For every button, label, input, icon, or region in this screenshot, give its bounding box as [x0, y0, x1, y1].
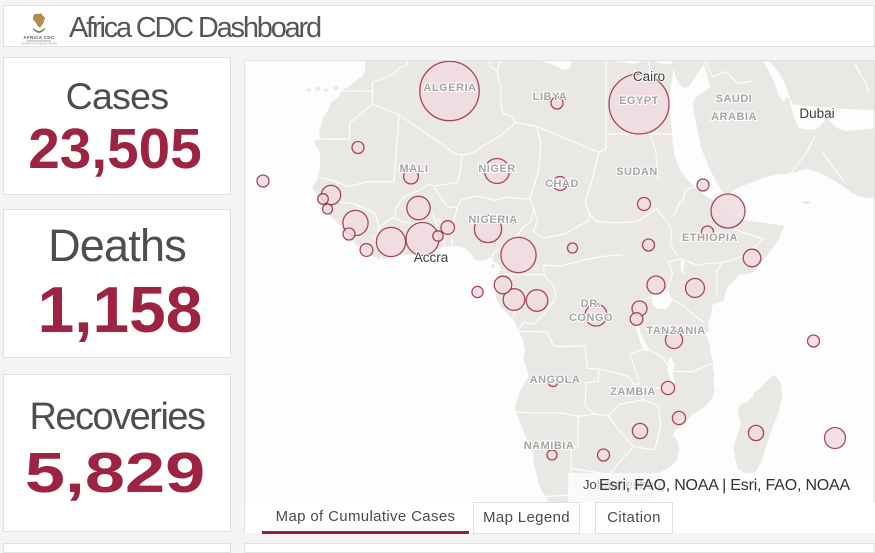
svg-text:NIGERIA: NIGERIA: [468, 214, 517, 226]
svg-text:Cairo: Cairo: [633, 69, 665, 84]
svg-text:Accra: Accra: [414, 250, 449, 265]
svg-text:NAMIBIA: NAMIBIA: [524, 440, 575, 452]
svg-text:EGYPT: EGYPT: [619, 95, 659, 107]
svg-text:TANZANIA: TANZANIA: [646, 325, 705, 337]
svg-text:LIBYA: LIBYA: [533, 91, 568, 103]
svg-text:ARABIA: ARABIA: [711, 111, 757, 123]
svg-text:CONGO: CONGO: [569, 312, 613, 324]
svg-text:CHAD: CHAD: [545, 178, 579, 190]
svg-text:CENTRES FOR DISEASE CONTROL: CENTRES FOR DISEASE CONTROL: [21, 43, 57, 46]
svg-text:ZAMBIA: ZAMBIA: [610, 386, 656, 398]
svg-text:SAUDI: SAUDI: [716, 93, 753, 105]
svg-text:SUDAN: SUDAN: [616, 166, 658, 178]
svg-text:Dubai: Dubai: [799, 106, 834, 121]
svg-text:ALGERIA: ALGERIA: [424, 82, 477, 94]
svg-text:ANGOLA: ANGOLA: [530, 374, 581, 386]
svg-text:AFRICA CDC: AFRICA CDC: [23, 35, 55, 40]
svg-text:NIGER: NIGER: [478, 163, 515, 175]
svg-text:ETHIOPIA: ETHIOPIA: [682, 232, 738, 244]
svg-text:DR.: DR.: [581, 298, 601, 310]
svg-text:MALI: MALI: [400, 163, 429, 175]
